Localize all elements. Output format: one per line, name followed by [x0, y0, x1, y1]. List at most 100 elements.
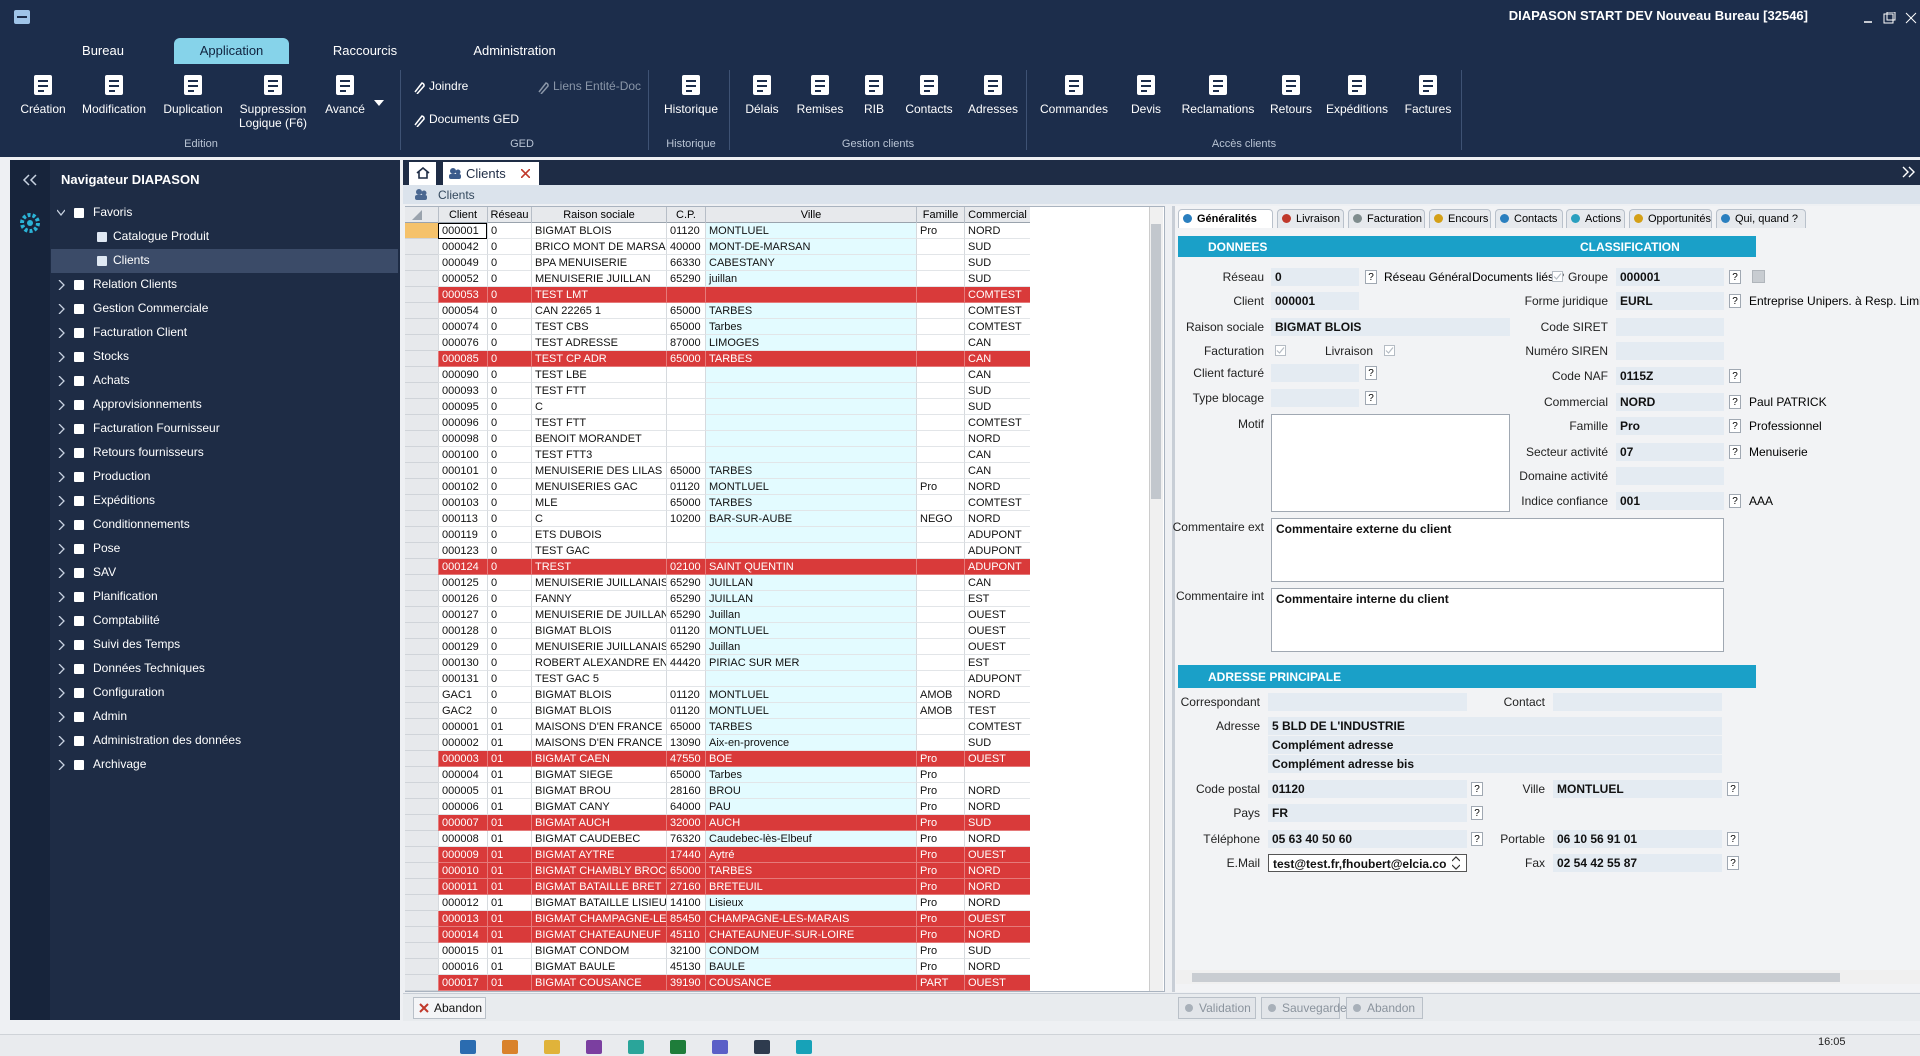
tree-item[interactable]: SAV	[93, 565, 116, 579]
help-button[interactable]: ?	[1727, 856, 1739, 870]
text-area[interactable]	[1271, 414, 1510, 512]
ribbon-tab[interactable]: Application	[174, 38, 289, 64]
grid-column-header[interactable]: Réseau	[487, 207, 531, 223]
grid-column-header[interactable]: Client	[438, 207, 487, 223]
ribbon-button[interactable]: Documents GED	[429, 112, 519, 126]
help-button[interactable]: ?	[1729, 419, 1741, 433]
tree-item[interactable]: Admin	[93, 709, 127, 723]
taskbar-icon[interactable]	[460, 1040, 476, 1054]
tree-item[interactable]: Conditionnements	[93, 517, 190, 531]
tree-item[interactable]: Archivage	[93, 757, 146, 771]
help-button[interactable]: ?	[1729, 395, 1741, 409]
tree-item[interactable]: Données Techniques	[93, 661, 205, 675]
tree-item[interactable]: Clients	[113, 253, 150, 267]
field-value[interactable]	[1616, 318, 1724, 336]
field-value[interactable]: Pro	[1616, 417, 1724, 435]
field-value[interactable]: 0115Z	[1616, 367, 1724, 385]
tree-item[interactable]: Gestion Commerciale	[93, 301, 208, 315]
ribbon-button[interactable]: Liens Entité-Doc	[553, 79, 641, 93]
taskbar-icon[interactable]	[628, 1040, 644, 1054]
ribbon-button[interactable]: Factures	[1388, 102, 1468, 116]
field-value[interactable]: Complément adresse	[1268, 736, 1722, 754]
tree-item[interactable]: Administration des données	[93, 733, 241, 747]
help-button[interactable]: ?	[1471, 806, 1483, 820]
field-value[interactable]	[1616, 342, 1724, 360]
tree-item[interactable]: Favoris	[93, 205, 132, 219]
field-value[interactable]	[1553, 693, 1722, 711]
grid-column-header[interactable]: Famille	[916, 207, 964, 223]
ribbon-button[interactable]: Création	[3, 102, 83, 116]
ribbon-button[interactable]: Devis	[1106, 102, 1186, 116]
field-value[interactable]: 02 54 42 55 87	[1553, 854, 1722, 872]
field-value[interactable]: MONTLUEL	[1553, 780, 1722, 798]
tree-item[interactable]: Pose	[93, 541, 120, 555]
help-button[interactable]: ?	[1729, 270, 1741, 284]
text-area[interactable]: Commentaire interne du client	[1271, 588, 1724, 652]
field-value[interactable]: 07	[1616, 443, 1724, 461]
ribbon-button[interactable]: Joindre	[429, 79, 468, 93]
text-area[interactable]: Commentaire externe du client	[1271, 518, 1724, 582]
taskbar-icon[interactable]	[670, 1040, 686, 1054]
field-value[interactable]: test@test.fr,fhoubert@elcia.co	[1268, 854, 1467, 872]
field-value[interactable]: 06 10 56 91 01	[1553, 830, 1722, 848]
tree-item[interactable]: Stocks	[93, 349, 129, 363]
field-value[interactable]: BIGMAT BLOIS	[1271, 318, 1510, 336]
taskbar-icon[interactable]	[502, 1040, 518, 1054]
grid-column-header[interactable]: Raison sociale	[531, 207, 666, 223]
help-button[interactable]: ?	[1471, 782, 1483, 796]
help-button[interactable]: ?	[1729, 369, 1741, 383]
field-value[interactable]: EURL	[1616, 292, 1724, 310]
help-button[interactable]: ?	[1471, 832, 1483, 846]
tree-item[interactable]: Facturation Client	[93, 325, 187, 339]
grid-column-header[interactable]: Ville	[705, 207, 916, 223]
tree-item[interactable]: Planification	[93, 589, 158, 603]
tree-item[interactable]: Configuration	[93, 685, 164, 699]
field-value[interactable]: 001	[1616, 492, 1724, 510]
field-value[interactable]: 5 BLD DE L'INDUSTRIE	[1268, 717, 1722, 735]
field-value[interactable]: 0	[1271, 268, 1359, 286]
tree-item[interactable]: Achats	[93, 373, 130, 387]
help-button[interactable]: ?	[1365, 391, 1377, 405]
ribbon-button[interactable]: Reclamations	[1178, 102, 1258, 116]
tree-item[interactable]: Comptabilité	[93, 613, 160, 627]
grid-column-header[interactable]: C.P.	[666, 207, 705, 223]
tree-item[interactable]: Retours fournisseurs	[93, 445, 204, 459]
help-button[interactable]: ?	[1727, 832, 1739, 846]
tree-item[interactable]: Production	[93, 469, 150, 483]
help-button[interactable]: ?	[1729, 294, 1741, 308]
help-button[interactable]: ?	[1365, 270, 1377, 284]
field-value[interactable]	[1271, 364, 1359, 382]
field-value[interactable]: 01120	[1268, 780, 1467, 798]
field-value[interactable]: 05 63 40 50 60	[1268, 830, 1467, 848]
ribbon-button[interactable]: Historique	[651, 102, 731, 116]
ribbon-tab[interactable]: Bureau	[62, 38, 144, 64]
ribbon-tab[interactable]: Administration	[453, 38, 576, 64]
field-value[interactable]: FR	[1268, 804, 1467, 822]
tree-item[interactable]: Catalogue Produit	[113, 229, 209, 243]
tree-item[interactable]: Suivi des Temps	[93, 637, 180, 651]
help-button[interactable]: ?	[1729, 445, 1741, 459]
ribbon-button[interactable]: Suppression Logique (F6)	[233, 102, 313, 130]
ribbon-button[interactable]: Avancé	[305, 102, 385, 116]
tree-item[interactable]: Facturation Fournisseur	[93, 421, 220, 435]
field-value[interactable]: NORD	[1616, 393, 1724, 411]
ribbon-button[interactable]: Duplication	[153, 102, 233, 116]
taskbar-icon[interactable]	[586, 1040, 602, 1054]
field-value[interactable]	[1616, 467, 1724, 485]
field-value[interactable]	[1271, 389, 1359, 407]
ribbon-button[interactable]: Expéditions	[1317, 102, 1397, 116]
tree-item[interactable]: Relation Clients	[93, 277, 177, 291]
help-button[interactable]: ?	[1729, 494, 1741, 508]
field-value[interactable]	[1268, 693, 1467, 711]
ribbon-tab[interactable]: Raccourcis	[318, 38, 412, 64]
field-value[interactable]: 000001	[1616, 268, 1724, 286]
help-button[interactable]: ?	[1727, 782, 1739, 796]
help-button[interactable]: ?	[1365, 366, 1377, 380]
taskbar-icon[interactable]	[712, 1040, 728, 1054]
ribbon-button[interactable]: Modification	[74, 102, 154, 116]
ribbon-button[interactable]: Adresses	[953, 102, 1033, 116]
field-value[interactable]: 000001	[1271, 292, 1359, 310]
tree-item[interactable]: Expéditions	[93, 493, 155, 507]
ribbon-button[interactable]: Commandes	[1034, 102, 1114, 116]
taskbar-icon[interactable]	[544, 1040, 560, 1054]
